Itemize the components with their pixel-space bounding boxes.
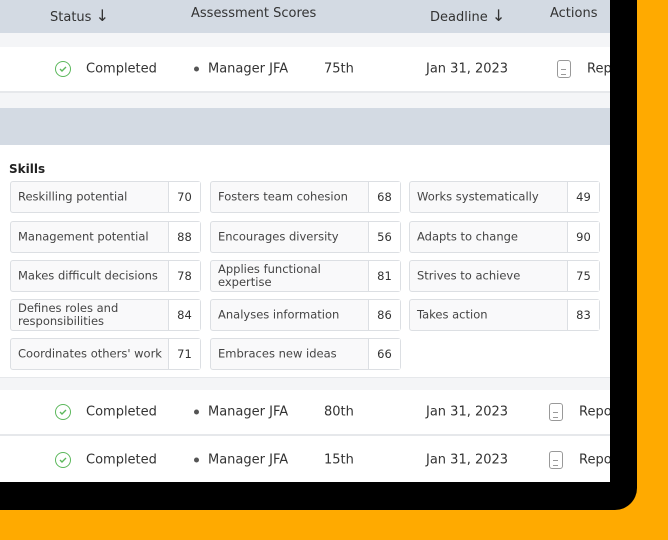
spacer bbox=[0, 93, 610, 108]
actions-column-header: Actions bbox=[550, 6, 598, 21]
assessment-name: Manager JFA bbox=[208, 404, 289, 420]
skills-title: Skills bbox=[9, 162, 46, 176]
skill-item: Fosters team cohesion 68 bbox=[210, 181, 401, 213]
skill-item: Defines roles and responsibilities 84 bbox=[10, 299, 201, 331]
expanded-row-header bbox=[0, 108, 610, 145]
deadline-column-header[interactable]: Deadline ↓ bbox=[430, 6, 506, 25]
status-column-header[interactable]: Status ↓ bbox=[50, 6, 109, 25]
skill-score: 88 bbox=[168, 222, 200, 252]
skill-item: Applies functional expertise 81 bbox=[210, 260, 401, 292]
skill-score: 70 bbox=[168, 182, 200, 212]
document-icon[interactable] bbox=[549, 451, 563, 469]
skill-score: 56 bbox=[368, 222, 400, 252]
check-circle-icon bbox=[55, 61, 71, 77]
table-row[interactable]: Completed Manager JFA 15th Jan 31, 2023 … bbox=[0, 437, 610, 482]
skill-item: Adapts to change 90 bbox=[409, 221, 600, 253]
report-link[interactable]: Rep bbox=[587, 61, 610, 77]
skill-score: 68 bbox=[368, 182, 400, 212]
skill-item: Strives to achieve 75 bbox=[409, 260, 600, 292]
report-link[interactable]: Repo bbox=[579, 452, 610, 468]
document-icon[interactable] bbox=[557, 60, 571, 78]
check-circle-icon bbox=[55, 452, 71, 468]
score: 15th bbox=[324, 452, 354, 468]
skill-item: Makes difficult decisions 78 bbox=[10, 260, 201, 292]
table-row[interactable]: Completed Manager JFA 80th Jan 31, 2023 … bbox=[0, 390, 610, 436]
skill-label: Strives to achieve bbox=[417, 268, 521, 283]
skill-score: 90 bbox=[567, 222, 599, 252]
skill-label: Encourages diversity bbox=[218, 229, 339, 244]
screen: Status ↓ Assessment Scores Deadline ↓ Ac… bbox=[0, 0, 610, 482]
deadline: Jan 31, 2023 bbox=[426, 452, 509, 468]
skill-label: Reskilling potential bbox=[18, 189, 128, 204]
sort-down-icon[interactable]: ↓ bbox=[491, 6, 506, 25]
skill-score: 84 bbox=[168, 300, 200, 330]
table-header: Status ↓ Assessment Scores Deadline ↓ Ac… bbox=[0, 0, 610, 33]
status-text: Completed bbox=[86, 61, 157, 77]
bullet-icon bbox=[194, 409, 199, 415]
skill-item: Encourages diversity 56 bbox=[210, 221, 401, 253]
skill-label: Analyses information bbox=[218, 307, 340, 322]
skill-score: 86 bbox=[368, 300, 400, 330]
skill-score: 71 bbox=[168, 339, 200, 369]
document-icon[interactable] bbox=[549, 403, 563, 421]
skill-label: Makes difficult decisions bbox=[18, 268, 158, 283]
skill-label: Coordinates others' work bbox=[18, 346, 162, 361]
skill-item: Analyses information 86 bbox=[210, 299, 401, 331]
skill-item: Coordinates others' work 71 bbox=[10, 338, 201, 370]
score: 80th bbox=[324, 404, 354, 420]
skill-item: Takes action 83 bbox=[409, 299, 600, 331]
skill-label: Applies functional expertise bbox=[218, 262, 321, 289]
score: 75th bbox=[324, 61, 354, 77]
skill-item: Management potential 88 bbox=[10, 221, 201, 253]
skill-item: Reskilling potential 70 bbox=[10, 181, 201, 213]
spacer bbox=[0, 33, 610, 47]
check-circle-icon bbox=[55, 404, 71, 420]
skill-label: Fosters team cohesion bbox=[218, 189, 348, 204]
skill-label: Defines roles and responsibilities bbox=[18, 301, 119, 328]
skill-item: Embraces new ideas 66 bbox=[210, 338, 401, 370]
assessment-name: Manager JFA bbox=[208, 452, 289, 468]
skill-label: Management potential bbox=[18, 229, 149, 244]
skill-item: Works systematically 49 bbox=[409, 181, 600, 213]
skill-score: 66 bbox=[368, 339, 400, 369]
report-link[interactable]: Repo bbox=[579, 404, 610, 420]
assessment-column-header: Assessment Scores bbox=[191, 6, 317, 21]
deadline: Jan 31, 2023 bbox=[426, 61, 509, 77]
skill-score: 75 bbox=[567, 261, 599, 291]
skill-label: Embraces new ideas bbox=[218, 346, 337, 361]
deadline: Jan 31, 2023 bbox=[426, 404, 509, 420]
sort-down-icon[interactable]: ↓ bbox=[95, 6, 109, 25]
skill-label: Adapts to change bbox=[417, 229, 518, 244]
bullet-icon bbox=[194, 457, 199, 463]
status-text: Completed bbox=[86, 452, 157, 468]
divider bbox=[0, 377, 610, 390]
table-row[interactable]: Completed Manager JFA 75th Jan 31, 2023 … bbox=[0, 47, 610, 93]
skill-label: Takes action bbox=[417, 307, 488, 322]
assessment-name: Manager JFA bbox=[208, 61, 289, 77]
skill-score: 78 bbox=[168, 261, 200, 291]
skill-score: 83 bbox=[567, 300, 599, 330]
bullet-icon bbox=[194, 66, 199, 72]
status-text: Completed bbox=[86, 404, 157, 420]
skill-label: Works systematically bbox=[417, 189, 539, 204]
skill-score: 49 bbox=[567, 182, 599, 212]
skill-score: 81 bbox=[368, 261, 400, 291]
